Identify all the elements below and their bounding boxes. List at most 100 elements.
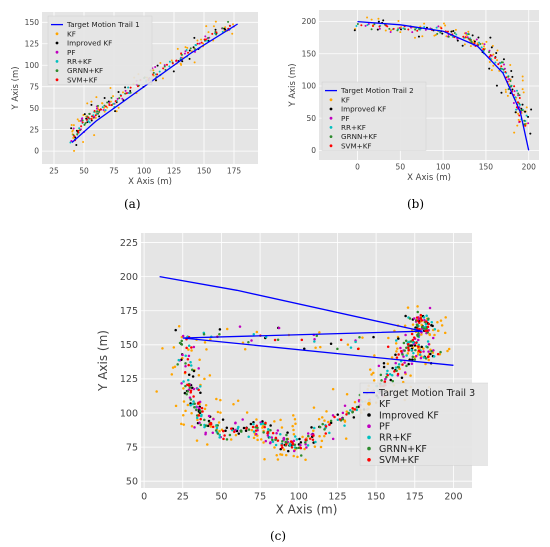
data-point-svm-kf [199, 417, 202, 421]
data-point-kf [234, 433, 238, 437]
data-point-svm-kf [77, 131, 80, 134]
data-point-grnn-kf [523, 123, 526, 126]
data-point-rr-kf [215, 426, 219, 430]
data-point-kf [492, 64, 495, 67]
data-point-grnn-kf [499, 67, 502, 70]
data-point-improved-kf [218, 328, 222, 331]
data-point-svm-kf [98, 109, 101, 112]
data-point-kf [331, 387, 335, 391]
data-point-svm-kf [427, 322, 431, 326]
data-point-improved-kf [382, 19, 385, 22]
y-tick-label: 225 [120, 238, 138, 249]
data-point-pf [108, 101, 111, 104]
data-point-pf [389, 30, 392, 33]
data-point-improved-kf [298, 437, 301, 441]
legend-label: SVM+KF [67, 75, 98, 84]
data-point-kf [416, 305, 419, 308]
legend-label: GRNN+KF [379, 444, 427, 455]
chart-b-svg: 0 50 100 150 200 0 50 100 150 200 X Axis (m) Y Axis… [288, 10, 539, 183]
data-point-pf [183, 52, 186, 55]
data-point-improved-kf [352, 416, 356, 419]
data-point-improved-kf [199, 391, 202, 394]
data-point-improved-kf [495, 84, 498, 87]
data-point-pf [399, 346, 402, 350]
legend-label: GRNN+KF [67, 66, 103, 75]
data-point-svm-kf [513, 85, 516, 88]
data-point-svm-kf [201, 410, 204, 413]
data-point-grnn-kf [315, 334, 319, 338]
data-point-improved-kf [174, 328, 177, 332]
legend-label: PF [379, 422, 390, 433]
data-point-kf [224, 26, 227, 29]
data-point-kf [186, 46, 189, 49]
data-point-grnn-kf [321, 422, 324, 426]
data-point-svm-kf [80, 125, 83, 128]
data-point-pf [72, 127, 75, 130]
data-point-kf [196, 39, 199, 42]
legend-point-marker [329, 126, 333, 129]
data-point-rr-kf [247, 435, 250, 438]
x-tick-label: 200 [444, 492, 462, 503]
data-point-grnn-kf [380, 379, 383, 382]
data-point-pf [394, 361, 397, 365]
data-point-kf [436, 321, 439, 324]
series-svm-kf [360, 24, 527, 127]
data-point-kf [219, 411, 222, 414]
data-point-grnn-kf [204, 424, 208, 427]
data-point-kf [205, 348, 208, 351]
data-point-grnn-kf [396, 29, 399, 32]
data-point-improved-kf [156, 64, 159, 67]
data-point-svm-kf [473, 42, 476, 45]
data-point-svm-kf [228, 24, 231, 27]
data-point-kf [292, 428, 295, 432]
legend-point-marker [367, 458, 371, 462]
data-point-grnn-kf [507, 75, 510, 78]
data-point-kf [252, 436, 256, 440]
data-point-grnn-kf [500, 61, 503, 64]
data-point-kf [190, 412, 193, 415]
data-point-grnn-kf [276, 338, 280, 342]
data-point-rr-kf [355, 24, 358, 27]
data-point-rr-kf [433, 328, 437, 331]
data-point-svm-kf [175, 59, 178, 62]
legend-label: KF [67, 29, 76, 38]
data-point-improved-kf [214, 28, 217, 31]
data-point-kf [513, 131, 516, 134]
data-point-improved-kf [400, 376, 404, 380]
data-point-kf [525, 106, 528, 109]
data-point-improved-kf [450, 30, 453, 33]
data-point-pf [431, 336, 435, 340]
legend-point-marker [329, 144, 333, 148]
data-point-svm-kf [230, 427, 233, 430]
data-point-pf [163, 64, 166, 67]
data-point-kf [182, 387, 185, 390]
data-point-improved-kf [310, 426, 313, 429]
y-tick-label: 100 [120, 408, 138, 419]
data-point-pf [193, 426, 196, 429]
data-point-grnn-kf [163, 65, 166, 68]
data-point-svm-kf [426, 329, 429, 332]
data-point-kf [291, 424, 294, 428]
data-point-rr-kf [455, 33, 458, 36]
data-point-pf [154, 66, 157, 69]
data-point-svm-kf [415, 316, 419, 319]
data-point-pf [80, 119, 83, 122]
data-point-rr-kf [182, 380, 185, 383]
data-point-svm-kf [397, 353, 400, 356]
data-point-improved-kf [500, 91, 503, 94]
data-point-grnn-kf [297, 446, 301, 450]
data-point-improved-kf [461, 44, 464, 47]
data-point-rr-kf [349, 346, 353, 349]
legend-box [47, 15, 153, 85]
data-point-svm-kf [386, 345, 390, 348]
data-point-grnn-kf [190, 368, 194, 372]
data-point-svm-kf [419, 350, 422, 354]
data-point-grnn-kf [520, 109, 523, 112]
data-point-grnn-kf [269, 429, 272, 432]
data-point-kf [318, 331, 321, 334]
data-point-rr-kf [514, 96, 517, 99]
data-point-kf [427, 358, 431, 362]
data-point-pf [464, 32, 467, 35]
data-point-grnn-kf [414, 348, 417, 352]
data-point-kf [76, 118, 79, 121]
